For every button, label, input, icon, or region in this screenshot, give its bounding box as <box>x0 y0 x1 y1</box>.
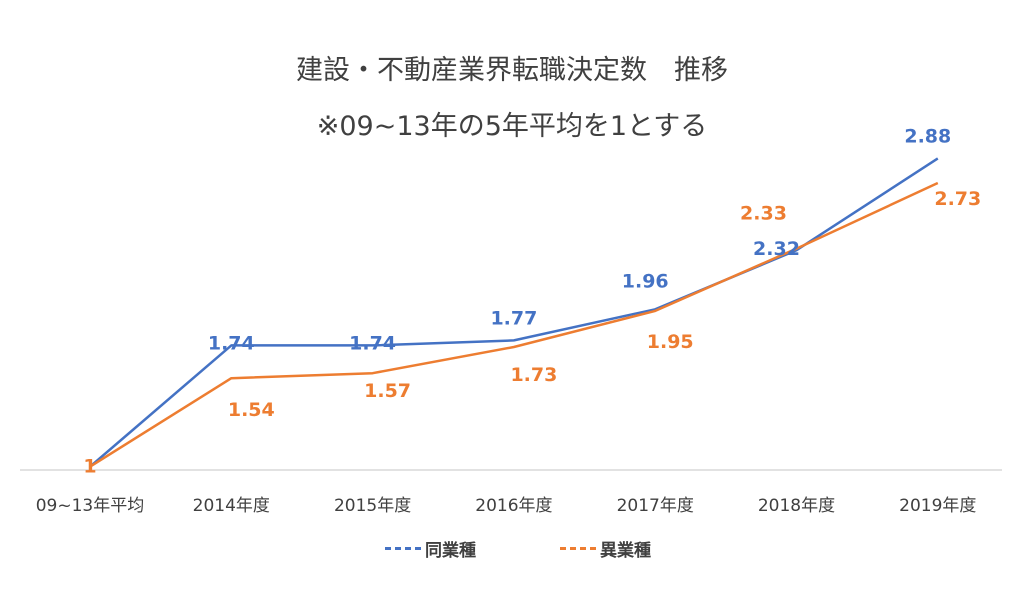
data-label-same: 1.74 <box>208 332 255 354</box>
data-label-same: 2.32 <box>753 238 800 260</box>
chart-title: 建設・不動産業界転職決定数 推移 <box>296 55 728 86</box>
data-label-same: 1.77 <box>490 307 537 329</box>
legend-item-different: 異業種 <box>560 535 651 561</box>
legend-item-same: 同業種 <box>385 535 476 561</box>
data-label-same: 1.74 <box>349 332 396 354</box>
x-tick-label: 2015年度 <box>334 496 411 516</box>
series-line-same <box>89 157 939 468</box>
x-tick-label: 2017年度 <box>617 496 694 516</box>
x-tick-label: 2014年度 <box>193 496 270 516</box>
legend-swatch-same <box>385 546 421 550</box>
legend-label-same: 同業種 <box>425 540 476 561</box>
data-label-same: 1.96 <box>622 270 669 292</box>
data-label-different: 1.73 <box>510 364 557 386</box>
data-label-different: 2.33 <box>740 203 787 225</box>
x-tick-label: 2018年度 <box>758 496 835 516</box>
data-label-different: 1.54 <box>228 399 275 421</box>
x-tick-label: 2016年度 <box>475 496 552 516</box>
data-label-different: 2.73 <box>934 188 981 210</box>
data-label-different: 1.95 <box>647 331 694 353</box>
legend-label-different: 異業種 <box>600 540 651 561</box>
data-label-different: 1.57 <box>364 380 411 402</box>
legend-swatch-different <box>560 546 596 550</box>
chart-subtitle: ※09~13年の5年平均を1とする <box>316 111 708 142</box>
x-tick-label: 09~13年平均 <box>36 496 145 516</box>
data-label-same: 2.88 <box>904 125 951 147</box>
data-label-different: 1 <box>83 456 96 478</box>
x-tick-label: 2019年度 <box>899 496 976 516</box>
series-line-different <box>89 181 939 468</box>
